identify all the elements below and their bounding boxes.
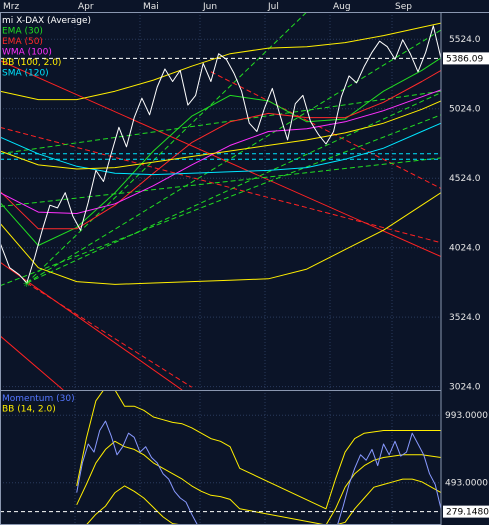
- price-last-value: 5386.09: [446, 54, 483, 64]
- series-bb-14-2-0-upper: [76, 390, 441, 510]
- trendline: [26, 29, 441, 284]
- legend-bb-14-2-0: BB (14, 2.0): [2, 405, 56, 415]
- series-sma-120: [0, 122, 441, 176]
- low-marker: ✳: [23, 280, 31, 290]
- series-ema-30: [0, 57, 441, 246]
- momentum-last-value: 279.1480: [446, 508, 489, 518]
- series-bb-14-2-0-middle: [76, 440, 441, 525]
- month-label: Apr: [78, 2, 94, 12]
- legend-mi-x-dax-average: mi X-DAX (Average): [2, 16, 91, 26]
- price-tick-label: 5024.0: [449, 105, 481, 115]
- price-tick-label: 5524.0: [449, 35, 481, 45]
- trendline: [26, 92, 441, 284]
- trendline: [0, 335, 64, 390]
- price-panel: ✳: [0, 12, 441, 390]
- series-bb-14-2-0-lower: [76, 478, 441, 525]
- legend-ema-50: EMA (50): [2, 37, 43, 47]
- trendline: [0, 157, 441, 208]
- series-wma-100: [0, 89, 441, 214]
- series-mi-x-dax-average: [0, 25, 441, 284]
- trendline: [0, 114, 441, 287]
- momentum-tick-label: 993.0000: [445, 411, 488, 421]
- month-label: Sep: [395, 2, 412, 12]
- axis-labels: Mrz Apr Mai Jun Jul Aug Sep 3024.0 3524.0 4024.0 4…: [3, 2, 489, 518]
- trendline: [0, 90, 441, 155]
- momentum-panel: [0, 390, 441, 525]
- series-bb-100-2-0-lower: [0, 192, 441, 285]
- month-label: Jul: [267, 2, 279, 12]
- trendline: [210, 71, 441, 189]
- legend-sma-120: SMA (120): [2, 69, 49, 79]
- price-last-value-box: [443, 52, 489, 65]
- series-bb-100-2-0-upper: [0, 22, 441, 101]
- month-label: Mai: [143, 2, 159, 12]
- trendline: [0, 126, 441, 244]
- price-tick-label: 3024.0: [449, 383, 481, 393]
- price-tick-label: 3524.0: [449, 313, 481, 323]
- trendline: [26, 282, 193, 388]
- trendline: [26, 12, 308, 284]
- month-label: Aug: [333, 2, 351, 12]
- price-tick-label: 4524.0: [449, 174, 481, 184]
- legend-momentum-30: Momentum (30): [2, 394, 75, 404]
- momentum-tick-label: 493.0000: [445, 479, 488, 489]
- momentum-last-value-box: [443, 505, 489, 518]
- month-label: Mrz: [3, 2, 19, 12]
- price-tick-label: 4024.0: [449, 244, 481, 254]
- legend-ema-30: EMA (30): [2, 27, 43, 37]
- month-label: Jun: [202, 2, 217, 12]
- series-bb-100-2-0-middle: [0, 100, 441, 170]
- trendline: [0, 261, 183, 390]
- legend-bb-100-2-0: BB (100, 2.0): [2, 58, 61, 68]
- legend-wma-100: WMA (100): [2, 48, 52, 58]
- series-momentum-30: [76, 420, 441, 525]
- legends: mi X-DAX (Average)EMA (30)EMA (50)WMA (1…: [2, 16, 91, 415]
- series-ema-50: [0, 69, 441, 230]
